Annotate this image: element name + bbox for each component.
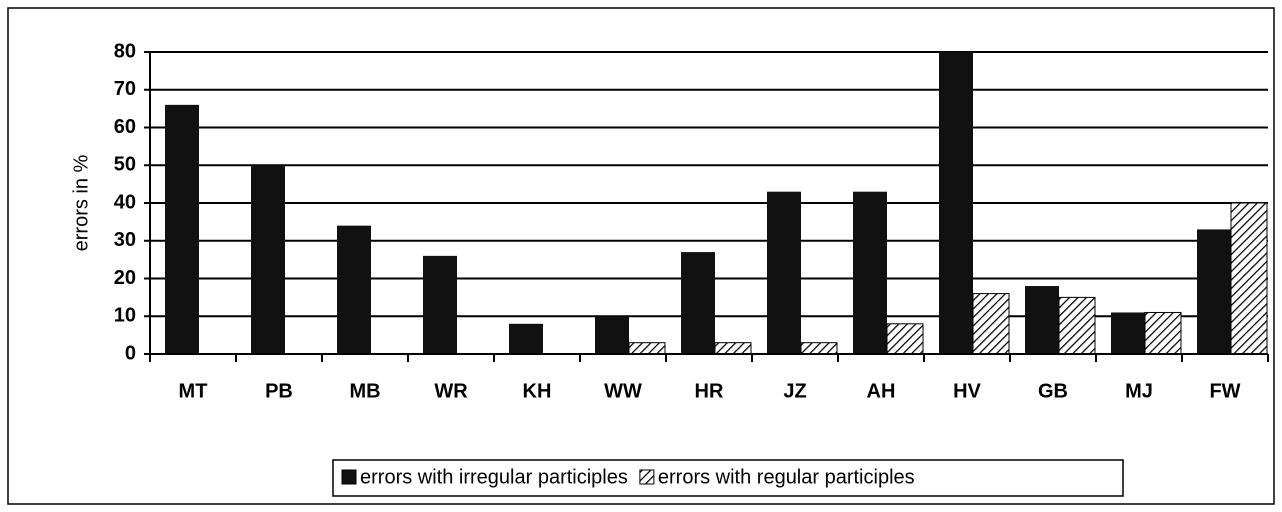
y-tick-label: 20 [114,267,136,289]
bar [509,323,543,354]
bar [1025,286,1059,354]
x-tick-label: KH [523,380,552,402]
legend-label: errors with regular participles [658,466,915,488]
x-tick-label: HV [953,380,981,402]
bar [165,104,199,354]
x-tick-label: PB [265,380,293,402]
bar [1144,311,1182,355]
bar [886,323,924,355]
bar [1197,229,1231,354]
x-tick-label: WR [434,380,468,402]
y-tick-label: 50 [114,154,136,176]
legend-label: errors with irregular participles [360,466,628,488]
bar [767,191,801,354]
x-tick-label: MJ [1125,380,1153,402]
bar [800,342,838,355]
legend-swatch [639,469,655,485]
bar [939,52,973,354]
frame [7,7,1275,505]
y-axis-label: errors in % [70,154,92,251]
bar [681,252,715,354]
y-tick-label: 40 [114,191,136,213]
legend-swatch [341,469,357,485]
bar [628,342,666,355]
x-tick-label: WW [604,380,642,402]
x-tick-label: JZ [783,380,806,402]
x-tick-label: MB [349,380,380,402]
legend [332,459,1124,497]
y-tick-label: 10 [114,305,136,327]
bar [337,225,371,354]
bar [1111,312,1145,354]
bar [1230,202,1268,355]
y-tick-label: 80 [114,40,136,62]
bar [423,255,457,354]
x-tick-label: MT [179,380,208,402]
bar [251,165,285,354]
y-tick-label: 30 [114,229,136,251]
x-tick-label: AH [867,380,896,402]
bar [595,316,629,354]
y-tick-label: 60 [114,116,136,138]
bar [1058,296,1096,355]
x-tick-label: FW [1209,380,1240,402]
bar [972,293,1010,355]
x-tick-label: GB [1038,380,1068,402]
x-tick-label: HR [695,380,724,402]
bar [714,342,752,355]
y-tick-label: 70 [114,78,136,100]
y-tick-label: 0 [125,342,136,364]
bar [853,191,887,354]
